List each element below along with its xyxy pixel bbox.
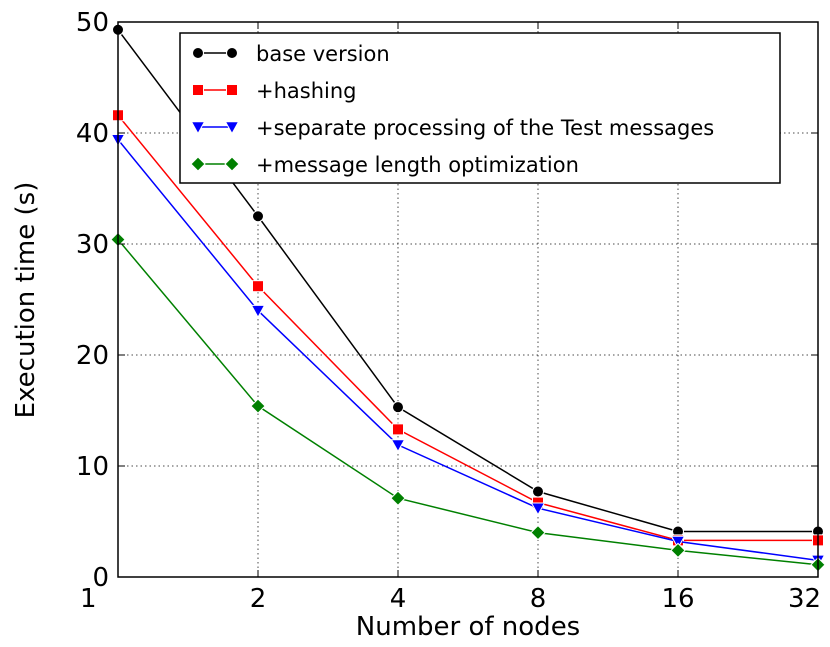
y-axis-label: Execution time (s) [11,182,41,419]
legend-marker [190,121,206,135]
series-line [117,239,819,566]
x-tick-label: 8 [530,584,547,614]
y-tick-label: 20 [76,341,109,371]
data-point [252,210,264,223]
x-tick-label: 2 [250,584,267,614]
data-point [390,490,406,506]
data-point [250,398,266,414]
legend-label: +hashing [256,79,357,103]
series-line [117,29,818,533]
series-3 [110,231,826,573]
series-0 [112,23,824,538]
legend-item: +separate processing of the Test message… [190,116,714,140]
data-point [530,524,546,541]
legend-marker [192,47,204,59]
data-point [390,439,406,453]
data-point [670,535,686,550]
series-line [117,139,819,562]
legend-item: +hashing [192,79,357,103]
x-tick-label: 32 [788,584,821,614]
series-2 [110,133,826,568]
y-tick-label: 10 [76,452,109,482]
ticks: 1 2 4 8 16 32 0 10 20 30 40 50 [76,8,821,614]
legend-marker [226,47,238,59]
legend-item: +message length optimization [190,153,579,177]
y-tick-label: 40 [76,119,109,149]
data-point [250,304,266,319]
legend: base version +hashing +separate processing… [179,32,781,184]
x-tick-label: 1 [80,584,97,614]
x-tick-label: 16 [661,584,694,614]
legend-marker [192,84,204,96]
data-point [392,423,404,436]
legend-label: +separate processing of the Test message… [256,116,714,140]
series-layer [110,23,826,573]
legend-box [179,32,781,184]
x-axis-label: Number of nodes [356,612,580,642]
legend-marker [224,121,240,135]
plot-frame [117,21,819,578]
y-tick-label: 0 [92,563,109,593]
y-tick-label: 50 [76,8,109,38]
legend-label: +message length optimization [256,153,579,177]
data-point [670,542,686,559]
legend-marker [226,84,238,96]
legend-label: base version [256,42,390,66]
legend-marker [224,156,240,172]
data-point [392,401,404,414]
x-tick-label: 4 [390,584,407,614]
legend-marker [190,156,206,172]
data-point [252,280,264,293]
data-point [530,502,546,516]
y-tick-label: 30 [76,230,109,260]
data-point [532,485,544,498]
legend-item: base version [192,42,390,66]
series-line [117,114,818,542]
